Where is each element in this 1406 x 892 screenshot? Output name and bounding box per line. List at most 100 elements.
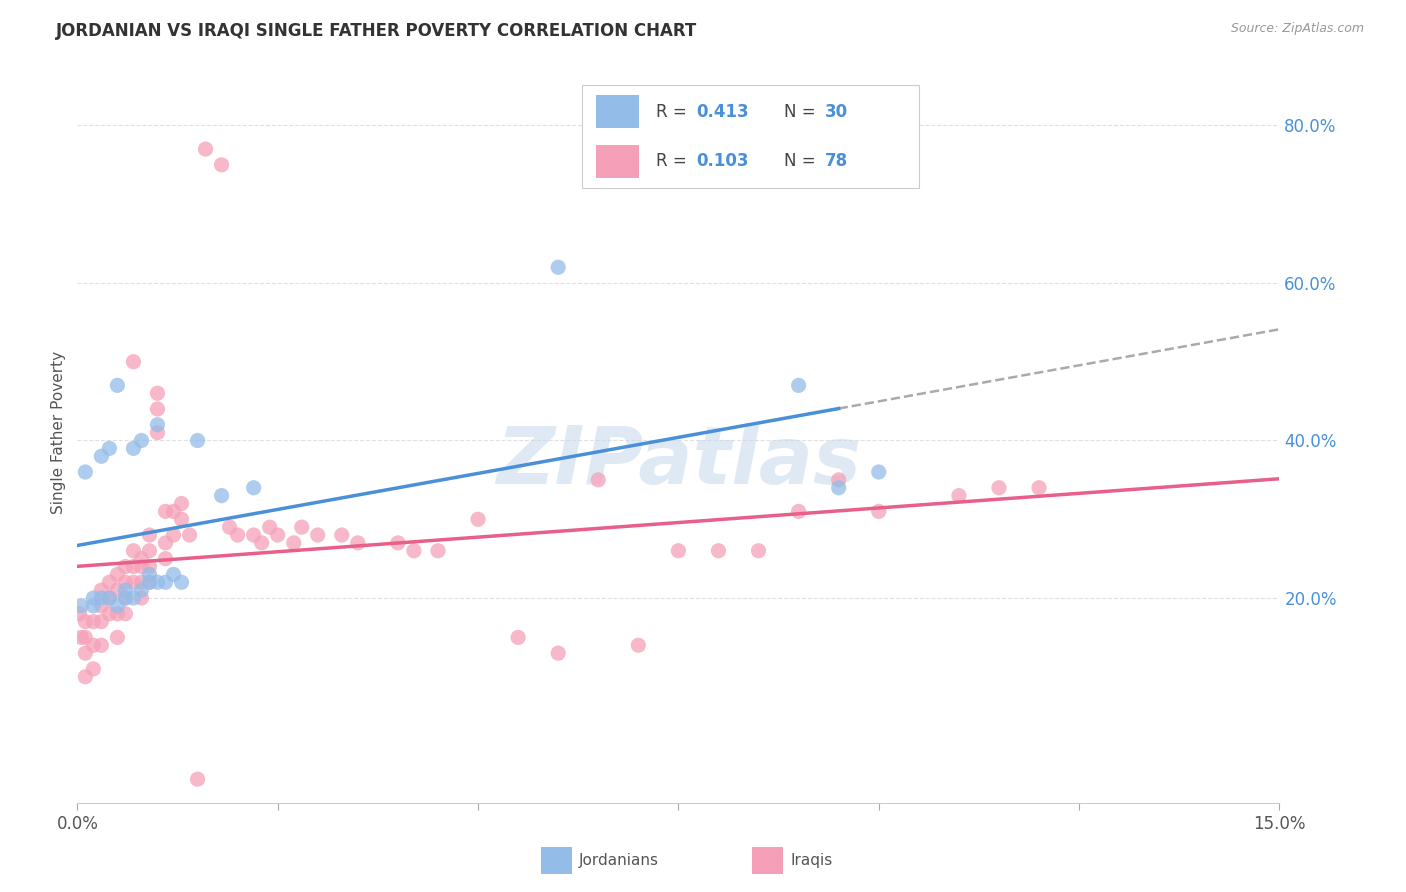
Point	[155, 551, 177, 566]
Point	[748, 543, 770, 558]
Point	[82, 591, 104, 605]
Point	[146, 575, 169, 590]
Point	[98, 442, 121, 456]
Point	[155, 575, 177, 590]
Point	[75, 631, 97, 645]
Point	[170, 496, 193, 510]
Point	[82, 599, 104, 613]
Point	[427, 543, 450, 558]
Point	[988, 481, 1011, 495]
Point	[75, 465, 97, 479]
Point	[90, 591, 112, 605]
Text: ZIPatlas: ZIPatlas	[496, 423, 860, 501]
Point	[588, 473, 610, 487]
Point	[162, 567, 184, 582]
Point	[114, 583, 136, 598]
Point	[787, 378, 810, 392]
Point	[387, 536, 409, 550]
Point	[138, 559, 160, 574]
Point	[187, 434, 209, 448]
Point	[828, 481, 851, 495]
Point	[70, 631, 93, 645]
Point	[114, 559, 136, 574]
Point	[146, 402, 169, 417]
Point	[131, 591, 153, 605]
Point	[146, 417, 169, 432]
Point	[114, 575, 136, 590]
Point	[138, 567, 160, 582]
Point	[242, 528, 264, 542]
Point	[668, 543, 690, 558]
Point	[402, 543, 425, 558]
Text: JORDANIAN VS IRAQI SINGLE FATHER POVERTY CORRELATION CHART: JORDANIAN VS IRAQI SINGLE FATHER POVERTY…	[56, 22, 697, 40]
Point	[179, 528, 201, 542]
Point	[467, 512, 489, 526]
Point	[138, 575, 160, 590]
Point	[90, 638, 112, 652]
Point	[98, 575, 121, 590]
Point	[90, 583, 112, 598]
Point	[868, 504, 890, 518]
Point	[146, 386, 169, 401]
Point	[131, 559, 153, 574]
Point	[291, 520, 314, 534]
Point	[122, 543, 145, 558]
Point	[107, 378, 129, 392]
Point	[114, 591, 136, 605]
Point	[267, 528, 290, 542]
Point	[98, 607, 121, 621]
Point	[307, 528, 329, 542]
Point	[114, 591, 136, 605]
Point	[75, 615, 97, 629]
Point	[122, 575, 145, 590]
Point	[828, 473, 851, 487]
Point	[138, 543, 160, 558]
Point	[90, 599, 112, 613]
Point	[330, 528, 353, 542]
Point	[69, 607, 91, 621]
Point	[98, 591, 121, 605]
Point	[131, 551, 153, 566]
Point	[259, 520, 281, 534]
Point	[138, 528, 160, 542]
Point	[82, 662, 104, 676]
Point	[75, 646, 97, 660]
Point	[547, 646, 569, 660]
Point	[70, 599, 93, 613]
Point	[948, 489, 970, 503]
Point	[82, 615, 104, 629]
Point	[347, 536, 370, 550]
Point	[107, 607, 129, 621]
Point	[868, 465, 890, 479]
Point	[107, 567, 129, 582]
Point	[138, 575, 160, 590]
Point	[155, 536, 177, 550]
Point	[194, 142, 217, 156]
Text: Source: ZipAtlas.com: Source: ZipAtlas.com	[1230, 22, 1364, 36]
Point	[162, 504, 184, 518]
Point	[107, 599, 129, 613]
Point	[211, 158, 233, 172]
Point	[162, 528, 184, 542]
Point	[787, 504, 810, 518]
Point	[250, 536, 273, 550]
Point	[508, 631, 530, 645]
Point	[170, 575, 193, 590]
Point	[547, 260, 569, 275]
Point	[131, 434, 153, 448]
Point	[122, 442, 145, 456]
Y-axis label: Single Father Poverty: Single Father Poverty	[51, 351, 66, 514]
Point	[122, 559, 145, 574]
Text: Jordanians: Jordanians	[579, 854, 659, 868]
Point	[187, 772, 209, 787]
Point	[627, 638, 650, 652]
Point	[218, 520, 240, 534]
Point	[242, 481, 264, 495]
Point	[90, 615, 112, 629]
Point	[131, 583, 153, 598]
Point	[122, 591, 145, 605]
Text: Iraqis: Iraqis	[790, 854, 832, 868]
Point	[82, 638, 104, 652]
Point	[114, 607, 136, 621]
Point	[122, 355, 145, 369]
